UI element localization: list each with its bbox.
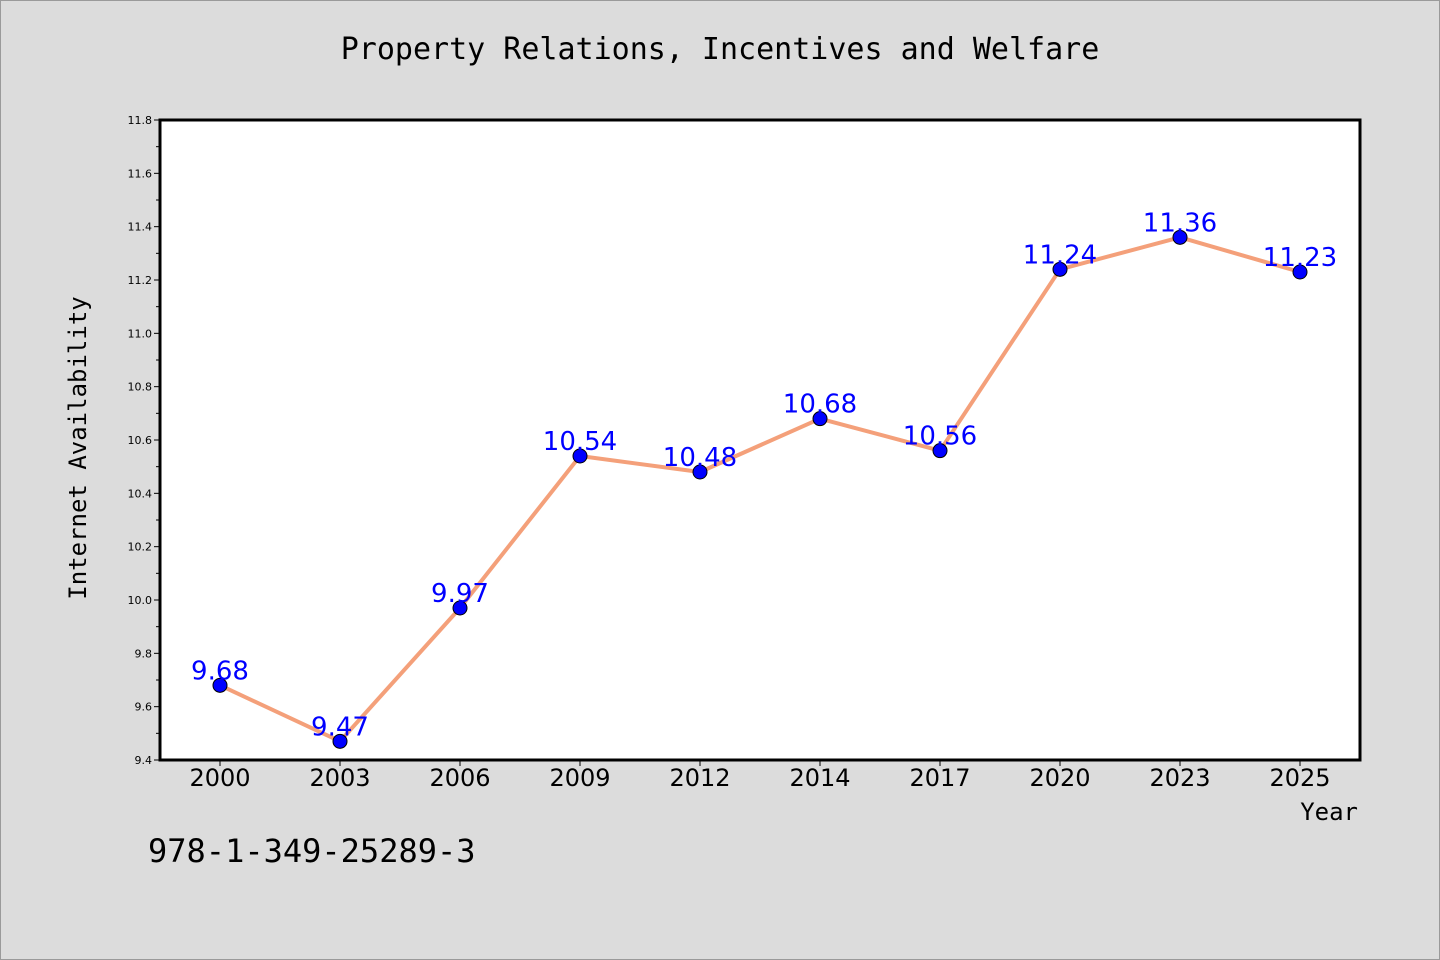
x-tick-label: 2003 [309,764,370,792]
x-tick-label: 2023 [1149,764,1210,792]
series-layer [212,229,1308,749]
y-tick-label: 10.4 [128,487,153,500]
x-tick-label: 2014 [789,764,850,792]
data-label: 10.54 [543,427,617,457]
data-point [1052,261,1068,277]
y-tick-label: 11.2 [128,274,153,287]
data-label: 9.97 [431,579,489,609]
data-label: 10.56 [903,422,977,452]
y-tick-label: 11.6 [128,167,153,180]
plot-area [158,118,1362,762]
data-label: 10.48 [663,443,737,473]
y-tick-label: 11.0 [128,327,153,340]
data-label: 9.68 [191,656,249,686]
series-line [219,235,1301,744]
data-point [332,733,348,749]
chart-title: Property Relations, Incentives and Welfa… [340,32,1100,67]
data-label: 11.36 [1143,208,1217,238]
data-point [1292,264,1308,280]
data-point [932,443,948,459]
data-label: 10.68 [783,390,857,420]
data-point [212,677,228,693]
x-tick-label: 2017 [909,764,970,792]
data-point [572,448,588,464]
data-point [812,411,828,427]
y-tick-label: 9.6 [135,701,153,714]
x-tick-label: 2025 [1269,764,1330,792]
data-point [1172,229,1188,245]
y-axis-label: Internet Availability [64,296,92,599]
x-axis-label: Year [1300,798,1358,826]
y-tick-label: 9.8 [135,647,153,660]
x-axis-ticks: 2000 2003 2006 2009 2012 2014 2017 2020 2023 2025 [189,760,1331,792]
y-tick-label: 10.8 [128,381,153,394]
x-tick-label: 2020 [1029,764,1090,792]
data-label: 11.23 [1263,243,1337,273]
y-tick-label: 10.2 [128,541,153,554]
y-tick-label: 10.6 [128,434,153,447]
y-tick-label: 10.0 [128,594,153,607]
x-tick-label: 2009 [549,764,610,792]
isbn-text: 978-1-349-25289-3 [148,832,476,870]
y-tick-label: 11.4 [128,221,153,234]
data-point [452,600,468,616]
x-tick-label: 2006 [429,764,490,792]
data-point [692,464,708,480]
x-tick-label: 2012 [669,764,730,792]
data-label: 9.47 [311,712,369,742]
data-label-layer: 9.68 9.47 9.97 10.54 10.48 10.68 10.56 11.24 11.… [191,208,1337,742]
x-tick-label: 2000 [189,764,250,792]
y-tick-label: 11.8 [128,114,153,127]
y-axis-ticks: 9.4 9.6 9.8 10.0 10.2 10.4 10.6 10.8 11.0 11.2 11.… [128,114,160,767]
y-tick-label: 9.4 [135,754,153,767]
data-label: 11.24 [1023,240,1097,270]
